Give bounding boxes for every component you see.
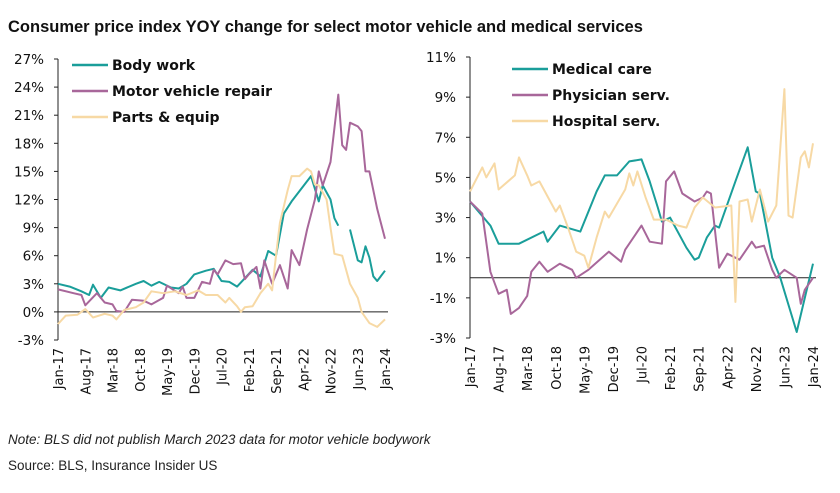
legend-label: Body work <box>112 58 196 74</box>
x-tick-label: Jul-20 <box>636 346 651 384</box>
x-tick-label: Jan-24 <box>379 348 394 390</box>
x-tick-label: Oct-18 <box>550 346 565 390</box>
x-tick-label: Jun-23 <box>778 346 793 389</box>
y-tick-label: 18% <box>14 136 44 152</box>
x-tick-label: Jun-23 <box>352 348 367 391</box>
y-tick-label: 7% <box>435 130 457 146</box>
x-tick-label: Aug-17 <box>493 346 508 393</box>
y-tick-label: 11% <box>426 50 456 66</box>
legend-label: Medical care <box>552 62 652 78</box>
legend-label: Motor vehicle repair <box>112 84 272 100</box>
legend-label: Parts & equip <box>112 110 220 126</box>
x-tick-label: Dec-19 <box>188 348 203 394</box>
series-line-parts-equip <box>57 167 386 328</box>
x-tick-label: Jul-20 <box>216 348 231 386</box>
y-tick-label: 3% <box>435 211 457 227</box>
series-line-physician-serv- <box>469 170 814 315</box>
y-tick-label: 15% <box>14 164 44 180</box>
y-tick-label: 12% <box>14 193 44 209</box>
x-tick-label: Dec-19 <box>607 346 622 392</box>
y-tick-label: 9% <box>23 221 45 237</box>
x-tick-label: Aug-17 <box>79 348 94 395</box>
y-tick-label: 0% <box>23 305 45 321</box>
y-tick-label: -3% <box>18 333 44 349</box>
y-tick-label: 5% <box>435 170 457 186</box>
x-tick-label: Nov-22 <box>325 348 340 394</box>
y-tick-label: 1% <box>435 251 457 267</box>
footnote: Note: BLS did not publish March 2023 dat… <box>8 432 431 447</box>
chart-panel-2: -3% -1% 1% 3% 5% 7% 9% 11% Jan-17 Aug-17 Mar-18 Oct… <box>426 50 822 394</box>
x-tick-label: Nov-22 <box>750 346 765 392</box>
x-tick-label: Feb-21 <box>243 348 258 392</box>
chart-panel-1: -3% 0% 3% 6% 9% 12% 15% 18% 21% 24% 27% Jan-17 Aug-1… <box>14 52 394 396</box>
y-tick-label: 21% <box>14 108 44 124</box>
x-tick-label: Jan-24 <box>807 346 822 388</box>
x-tick-label: Jan-17 <box>52 348 67 390</box>
source-note: Source: BLS, Insurance Insider US <box>8 458 218 473</box>
legend-label: Hospital serv. <box>552 114 660 130</box>
legend-label: Physician serv. <box>552 88 670 104</box>
y-tick-label: 3% <box>23 277 45 293</box>
x-tick-label: Apr-22 <box>721 346 736 389</box>
y-tick-label: 6% <box>23 249 45 265</box>
x-tick-label: Feb-21 <box>664 346 679 390</box>
x-tick-label: Jan-17 <box>464 346 479 388</box>
x-tick-label: Mar-18 <box>521 346 536 391</box>
x-tick-label: Apr-22 <box>297 348 312 391</box>
x-tick-label: Mar-18 <box>107 348 122 393</box>
y-tick-label: 24% <box>14 80 44 96</box>
y-tick-label: 9% <box>435 90 457 106</box>
x-tick-label: May-19 <box>578 346 593 394</box>
y-tick-label: -3% <box>430 331 456 347</box>
x-tick-label: Sep-21 <box>270 348 285 394</box>
series-line-body-work <box>57 175 386 299</box>
x-tick-label: May-19 <box>161 348 176 396</box>
y-tick-label: -1% <box>430 291 456 307</box>
x-tick-label: Oct-18 <box>134 348 149 392</box>
x-tick-label: Sep-21 <box>693 346 708 392</box>
chart-title: Consumer price index YOY change for sele… <box>8 18 643 36</box>
y-tick-label: 27% <box>14 52 44 68</box>
series-line-hospital-serv- <box>469 88 814 303</box>
